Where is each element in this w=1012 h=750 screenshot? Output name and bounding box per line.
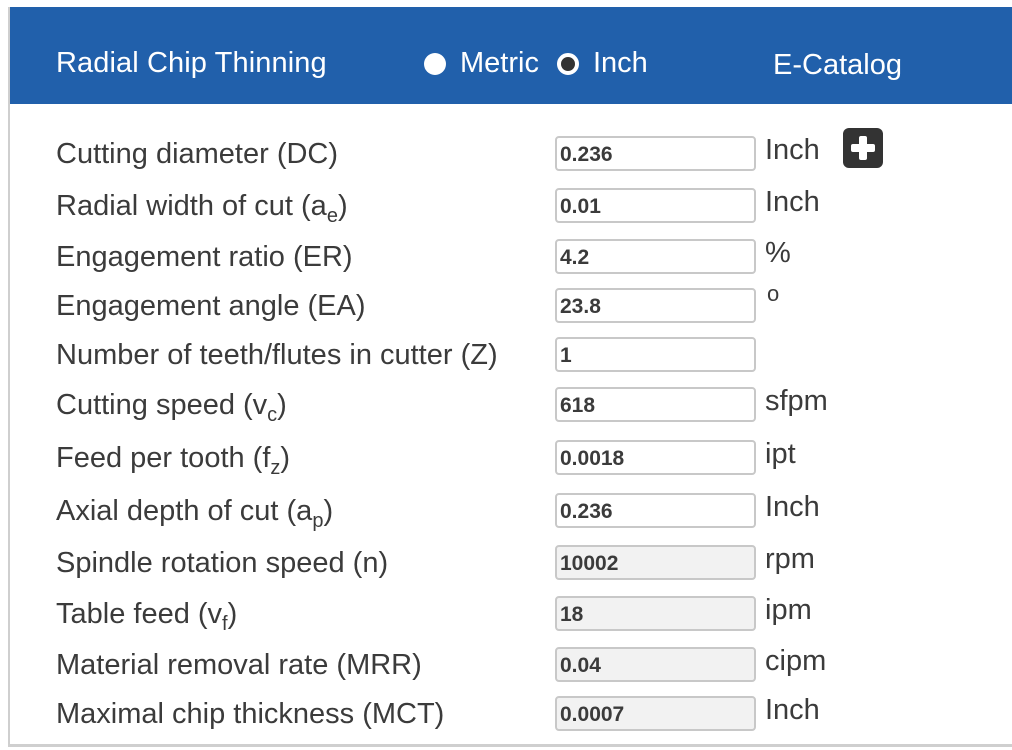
row-cutting-diameter: Cutting diameter (DC) Inch xyxy=(10,128,1010,174)
spindle-speed-unit: rpm xyxy=(765,543,815,575)
spindle-speed-output[interactable] xyxy=(555,545,756,580)
engagement-angle-unit: o xyxy=(767,281,780,306)
radial-width-label: Radial width of cut (ae) xyxy=(56,190,348,227)
cutting-speed-input[interactable] xyxy=(555,387,756,422)
feed-per-tooth-unit: ipt xyxy=(765,438,796,470)
row-table-feed: Table feed (vf) ipm xyxy=(10,594,1010,634)
row-engagement-ratio: Engagement ratio (ER) % xyxy=(10,237,1010,277)
row-material-removal-rate: Material removal rate (MRR) cipm xyxy=(10,645,1010,685)
number-of-teeth-label: Number of teeth/flutes in cutter (Z) xyxy=(56,339,498,371)
table-feed-unit: ipm xyxy=(765,594,812,626)
table-feed-label: Table feed (vf) xyxy=(56,598,238,635)
axial-depth-label: Axial depth of cut (ap) xyxy=(56,495,334,532)
radial-width-unit: Inch xyxy=(765,186,820,218)
table-feed-output[interactable] xyxy=(555,596,756,631)
radio-inch-label: Inch xyxy=(592,47,648,79)
header-bar: Radial Chip Thinning Metric Inch E-Catal… xyxy=(10,7,1012,104)
e-catalog-link[interactable]: E-Catalog xyxy=(773,49,902,81)
add-plus-icon[interactable] xyxy=(843,128,883,168)
unit-system-radio-group: Metric Inch xyxy=(424,47,648,80)
radio-metric-label: Metric xyxy=(460,47,539,79)
row-axial-depth: Axial depth of cut (ap) Inch xyxy=(10,491,1010,531)
row-feed-per-tooth: Feed per tooth (fz) ipt xyxy=(10,438,1010,478)
cutting-speed-label: Cutting speed (vc) xyxy=(56,389,287,426)
engagement-ratio-input[interactable] xyxy=(555,239,756,274)
feed-per-tooth-input[interactable] xyxy=(555,440,756,475)
engagement-angle-input[interactable] xyxy=(555,288,756,323)
cutting-diameter-label: Cutting diameter (DC) xyxy=(56,138,339,170)
cutting-speed-unit: sfpm xyxy=(765,385,828,417)
engagement-ratio-label: Engagement ratio (ER) xyxy=(56,241,353,273)
radial-width-input[interactable] xyxy=(555,188,756,223)
row-cutting-speed: Cutting speed (vc) sfpm xyxy=(10,385,1010,425)
material-removal-rate-label: Material removal rate (MRR) xyxy=(56,649,422,681)
row-radial-width: Radial width of cut (ae) Inch xyxy=(10,186,1010,226)
max-chip-thickness-label: Maximal chip thickness (MCT) xyxy=(56,698,445,730)
radio-selected-icon[interactable] xyxy=(556,52,579,75)
axial-depth-input[interactable] xyxy=(555,493,756,528)
cutting-diameter-unit: Inch xyxy=(765,134,820,166)
radio-inch[interactable]: Inch xyxy=(556,47,648,80)
max-chip-thickness-unit: Inch xyxy=(765,694,820,726)
radio-metric[interactable]: Metric xyxy=(424,47,539,80)
radio-unselected-icon[interactable] xyxy=(424,52,446,75)
engagement-angle-label: Engagement angle (EA) xyxy=(56,290,366,322)
row-spindle-speed: Spindle rotation speed (n) rpm xyxy=(10,543,1010,583)
material-removal-rate-output[interactable] xyxy=(555,647,756,682)
feed-per-tooth-label: Feed per tooth (fz) xyxy=(56,442,291,479)
max-chip-thickness-output[interactable] xyxy=(555,696,756,731)
page-title: Radial Chip Thinning xyxy=(56,47,327,79)
row-engagement-angle: Engagement angle (EA) o xyxy=(10,281,1010,326)
number-of-teeth-input[interactable] xyxy=(555,337,756,372)
row-number-of-teeth: Number of teeth/flutes in cutter (Z) xyxy=(10,335,1010,375)
material-removal-rate-unit: cipm xyxy=(765,645,827,677)
calculator-panel: Radial Chip Thinning Metric Inch E-Catal… xyxy=(8,7,1012,747)
spindle-speed-label: Spindle rotation speed (n) xyxy=(56,547,389,579)
engagement-ratio-unit: % xyxy=(765,237,791,269)
row-max-chip-thickness: Maximal chip thickness (MCT) Inch xyxy=(10,694,1010,734)
cutting-diameter-input[interactable] xyxy=(555,136,756,171)
axial-depth-unit: Inch xyxy=(765,491,820,523)
